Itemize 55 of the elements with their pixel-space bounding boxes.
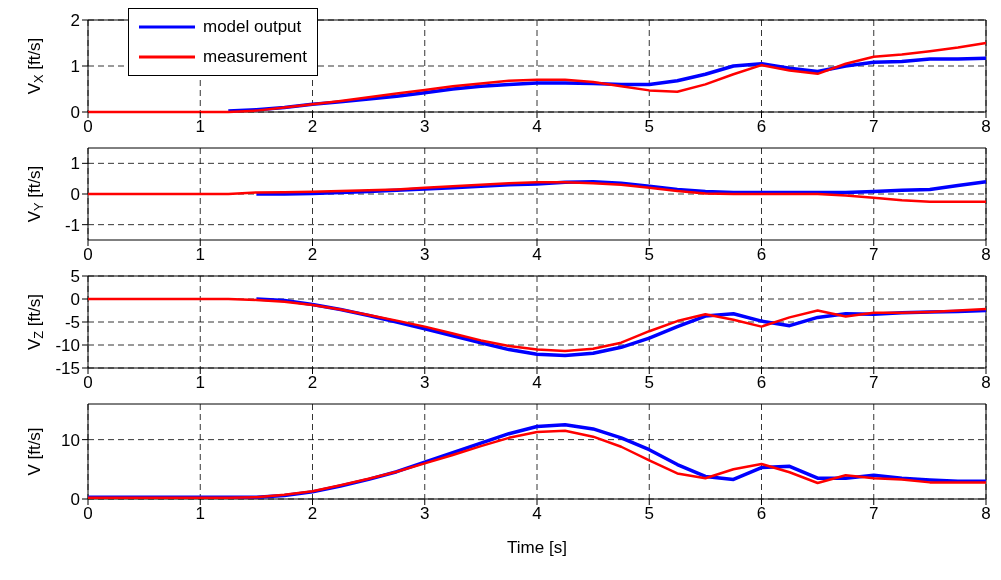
x-tick-label: 8 <box>981 504 991 524</box>
x-tick-label: 3 <box>420 245 430 265</box>
x-tick-label: 7 <box>869 245 879 265</box>
x-tick-label: 7 <box>869 373 879 393</box>
x-tick-label: 4 <box>532 117 542 137</box>
legend-label: measurement <box>203 46 307 68</box>
x-tick-label: 4 <box>532 245 542 265</box>
line-series <box>86 297 988 353</box>
x-tick-label: 3 <box>420 504 430 524</box>
x-tick-label: 1 <box>195 245 205 265</box>
y-tick-label: 0 <box>70 290 80 310</box>
y-tick-label: 0 <box>70 490 80 510</box>
x-tick-label: 5 <box>644 373 654 393</box>
line-series <box>86 181 988 203</box>
x-tick-label: 1 <box>195 117 205 137</box>
x-tick-label: 2 <box>307 504 318 524</box>
y-tick-label: -5 <box>64 313 80 333</box>
x-tick-label: 6 <box>756 373 767 393</box>
y-tick-label: -10 <box>55 336 80 356</box>
x-tick-label: 7 <box>869 504 879 524</box>
y-tick-label: 0 <box>70 103 80 123</box>
x-tick-label: 5 <box>644 504 654 524</box>
x-axis-title: Time [s] <box>507 538 567 557</box>
x-tick-label: 3 <box>420 117 430 137</box>
x-tick-label: 8 <box>981 245 991 265</box>
x-tick-label: 7 <box>869 117 879 137</box>
x-tick-label: 4 <box>532 504 542 524</box>
x-tick-label: 5 <box>644 117 654 137</box>
x-tick-label: 0 <box>83 504 93 524</box>
x-tick-label: 1 <box>195 504 205 524</box>
y-axis-title: V [ft/s] <box>25 427 44 476</box>
y-tick-label: 0 <box>70 185 80 205</box>
x-tick-label: 0 <box>83 117 93 137</box>
x-tick-label: 2 <box>307 117 318 137</box>
x-tick-label: 8 <box>981 117 991 137</box>
x-tick-label: 6 <box>756 504 767 524</box>
x-tick-label: 8 <box>981 373 991 393</box>
y-tick-label: 5 <box>70 267 80 287</box>
x-tick-label: 6 <box>756 245 767 265</box>
x-tick-label: 1 <box>195 373 205 393</box>
y-tick-label: -1 <box>64 215 80 235</box>
x-tick-label: 4 <box>532 373 542 393</box>
x-tick-label: 2 <box>307 245 318 265</box>
x-tick-label: 0 <box>83 373 93 393</box>
y-tick-label: 10 <box>61 430 80 450</box>
x-tick-label: 5 <box>644 245 654 265</box>
legend-label: model output <box>203 16 302 38</box>
x-tick-label: 2 <box>307 373 318 393</box>
x-tick-label: 0 <box>83 245 93 265</box>
y-tick-label: -15 <box>55 359 80 379</box>
x-tick-label: 3 <box>420 373 430 393</box>
y-tick-label: 1 <box>70 154 80 174</box>
x-tick-label: 6 <box>756 117 767 137</box>
y-tick-label: 2 <box>70 11 80 31</box>
y-tick-label: 1 <box>70 57 80 77</box>
